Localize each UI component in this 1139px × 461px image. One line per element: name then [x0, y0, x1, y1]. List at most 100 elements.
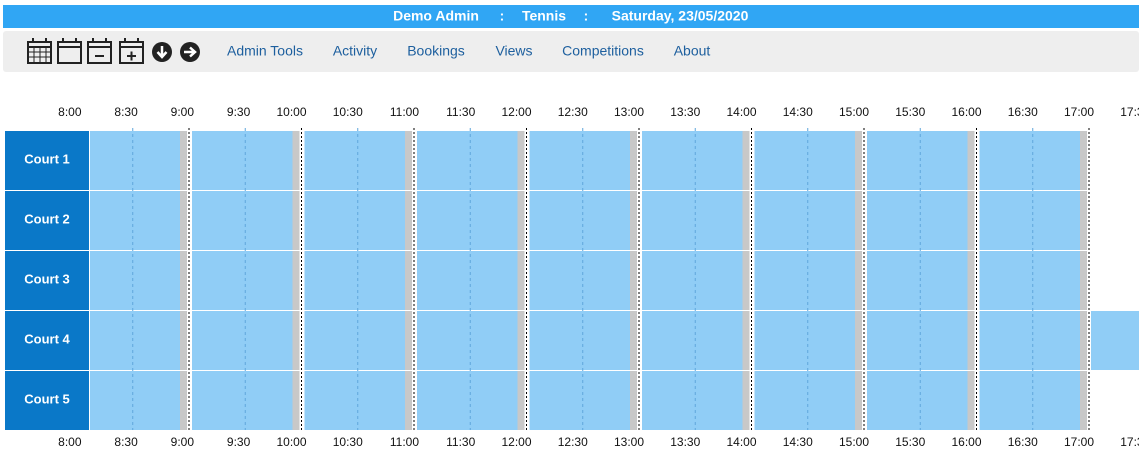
booking-slot[interactable]	[867, 371, 968, 430]
booking-slot[interactable]	[754, 311, 856, 370]
menu-item[interactable]: About	[674, 43, 711, 59]
booking-slot[interactable]	[867, 251, 968, 310]
menu-item[interactable]: Views	[495, 43, 532, 59]
calendar-icon[interactable]	[57, 38, 82, 64]
menu-item[interactable]: Admin Tools	[227, 43, 303, 59]
time-label: 8:00	[58, 435, 82, 449]
time-label: 10:00	[276, 435, 306, 449]
header-user: Demo Admin	[393, 8, 479, 24]
calendar-minus-icon[interactable]	[87, 38, 112, 64]
header-separator: :	[584, 8, 589, 24]
changeover	[967, 191, 975, 250]
booking-slot[interactable]	[529, 131, 631, 190]
booking-slot[interactable]	[1091, 311, 1139, 370]
changeover	[180, 371, 187, 430]
menu-item[interactable]: Activity	[333, 43, 377, 59]
time-label: 11:30	[446, 105, 475, 119]
menu-item[interactable]: Competitions	[562, 43, 644, 59]
booking-slot[interactable]	[529, 191, 631, 250]
booking-slot[interactable]	[90, 371, 180, 430]
changeover	[742, 371, 750, 430]
changeover	[405, 371, 412, 430]
booking-slot[interactable]	[754, 131, 856, 190]
changeover	[405, 131, 412, 190]
booking-slot[interactable]	[304, 131, 406, 190]
booking-slot[interactable]	[417, 131, 518, 190]
booking-slot[interactable]	[90, 311, 180, 370]
time-label: 17:30	[1120, 105, 1139, 119]
booking-slot[interactable]	[642, 131, 743, 190]
time-label: 15:30	[895, 435, 925, 449]
download-icon[interactable]	[152, 42, 172, 62]
changeover	[180, 191, 187, 250]
booking-slot[interactable]	[642, 311, 743, 370]
changeover	[855, 371, 862, 430]
booking-slot[interactable]	[642, 191, 743, 250]
booking-slot[interactable]	[417, 191, 518, 250]
booking-slot[interactable]	[979, 191, 1081, 250]
booking-slot[interactable]	[417, 251, 518, 310]
changeover	[292, 131, 300, 190]
calendar-plus-icon[interactable]	[119, 38, 144, 64]
time-label: 17:00	[1064, 105, 1094, 119]
booking-slot[interactable]	[642, 251, 743, 310]
changeover	[967, 371, 975, 430]
changeover	[517, 191, 525, 250]
time-label: 14:00	[726, 105, 756, 119]
booking-slot[interactable]	[90, 191, 180, 250]
time-label: 16:30	[1008, 435, 1038, 449]
booking-slot[interactable]	[979, 311, 1081, 370]
booking-slot[interactable]	[754, 191, 856, 250]
changeover	[967, 131, 975, 190]
booking-slot[interactable]	[192, 311, 293, 370]
booking-slot[interactable]	[417, 371, 518, 430]
booking-slot[interactable]	[979, 131, 1081, 190]
menu-item[interactable]: Bookings	[407, 43, 465, 59]
schedule-grid: 8:00 8:00 8:30 8:30 9:00 9:00 9:30 9:30 10:00 10:…	[5, 105, 1139, 449]
booking-slot[interactable]	[529, 251, 631, 310]
time-label: 16:00	[951, 435, 981, 449]
booking-slot[interactable]	[979, 371, 1081, 430]
booking-slot[interactable]	[304, 311, 406, 370]
booking-slot[interactable]	[867, 311, 968, 370]
time-label: 9:30	[227, 435, 251, 449]
booking-slot[interactable]	[417, 311, 518, 370]
calendar-month-icon[interactable]	[27, 38, 52, 64]
booking-slot[interactable]	[642, 371, 743, 430]
changeover	[292, 371, 300, 430]
booking-slot[interactable]	[192, 251, 293, 310]
booking-slot[interactable]	[754, 251, 856, 310]
changeover	[517, 251, 525, 310]
booking-slot[interactable]	[867, 131, 968, 190]
booking-slot[interactable]	[90, 131, 180, 190]
booking-slot[interactable]	[192, 191, 293, 250]
booking-slot[interactable]	[754, 371, 856, 430]
toolbar	[3, 31, 1139, 72]
changeover	[630, 251, 637, 310]
booking-slot[interactable]	[192, 371, 293, 430]
booking-slot[interactable]	[90, 251, 180, 310]
changeover	[292, 191, 300, 250]
booking-slot[interactable]	[979, 251, 1081, 310]
time-label: 16:00	[951, 105, 981, 119]
booking-slot[interactable]	[529, 371, 631, 430]
time-label: 14:00	[726, 435, 756, 449]
time-label: 11:00	[390, 105, 419, 119]
court-label: Court 2	[24, 211, 70, 226]
changeover	[517, 371, 525, 430]
time-label: 14:30	[783, 105, 813, 119]
time-label: 10:30	[333, 435, 363, 449]
time-label: 9:30	[227, 105, 251, 119]
changeover	[967, 251, 975, 310]
changeover	[517, 311, 525, 370]
changeover	[855, 251, 862, 310]
booking-slot[interactable]	[529, 311, 631, 370]
booking-slot[interactable]	[304, 251, 406, 310]
booking-slot[interactable]	[867, 191, 968, 250]
forward-icon[interactable]	[180, 42, 200, 62]
changeover	[855, 131, 862, 190]
changeover	[967, 311, 975, 370]
booking-slot[interactable]	[304, 371, 406, 430]
booking-slot[interactable]	[192, 131, 293, 190]
booking-slot[interactable]	[304, 191, 406, 250]
